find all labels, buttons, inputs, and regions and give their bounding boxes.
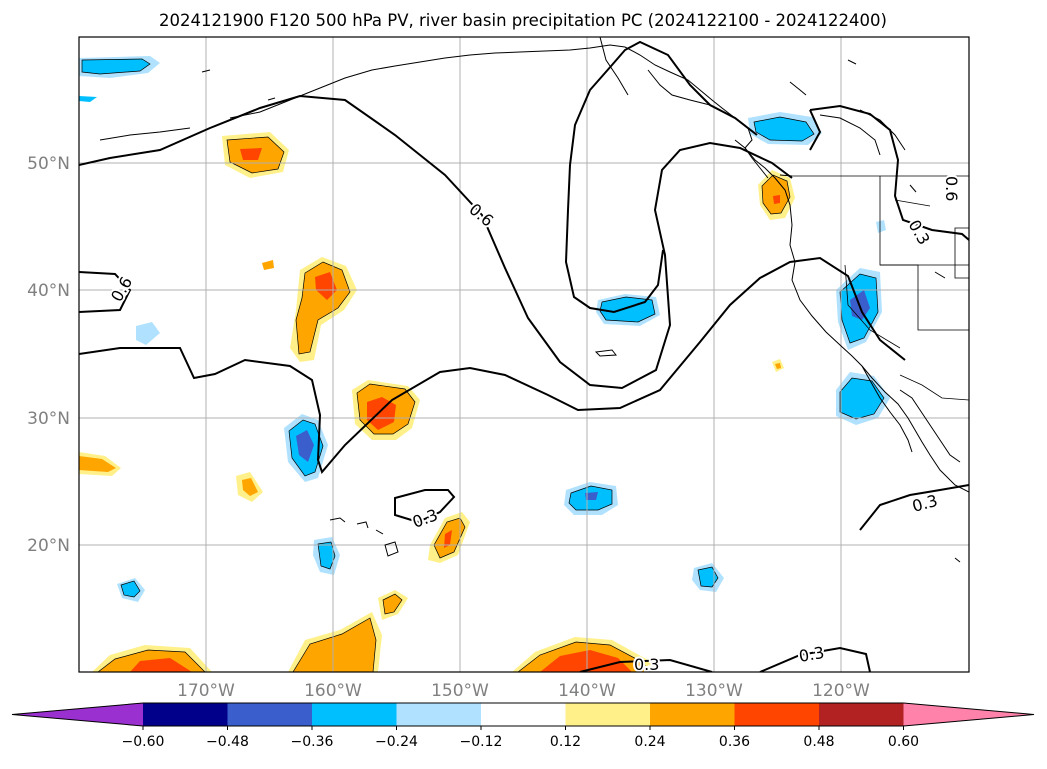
gridlines — [79, 37, 969, 672]
pnw-coast — [744, 147, 969, 493]
lon-label-130w: 130°W — [685, 681, 743, 701]
baja — [861, 365, 913, 453]
colorbar-segment — [143, 703, 228, 726]
colorbar-tick-label: −0.60 — [122, 734, 165, 750]
colorbar-extend-low — [12, 703, 143, 726]
lon-label-150w: 150°W — [431, 681, 489, 701]
svg-text:0.6: 0.6 — [942, 176, 961, 201]
lon-labels: 170°W 160°W 150°W 140°W 130°W 120°W — [177, 681, 870, 701]
colorbar-segment — [481, 703, 566, 726]
colorbar-tick-label: 0.12 — [550, 734, 581, 750]
colorbar-tick-label: 0.48 — [803, 734, 834, 750]
coastlines — [99, 37, 969, 563]
lat-label-20n: 20°N — [27, 536, 70, 556]
colorbar-segment — [734, 703, 820, 726]
lon-label-160w: 160°W — [304, 681, 362, 701]
map-frame — [78, 36, 970, 673]
colorbar-segment — [227, 703, 313, 726]
contour-03-se — [859, 484, 969, 531]
contour-03-center — [394, 489, 456, 524]
state-borders — [790, 175, 969, 401]
contour-03-ne — [809, 104, 969, 241]
lat-labels: 20°N 30°N 40°N 50°N — [27, 154, 70, 556]
alaska-coast — [229, 44, 753, 149]
colorbar-tick-label: −0.48 — [206, 734, 249, 750]
colorbar-tick-label: 0.36 — [719, 734, 750, 750]
figure-title: 2024121900 F120 500 hPa PV, river basin … — [159, 11, 887, 30]
colorbar-segment — [565, 703, 651, 726]
contour-06-mid — [569, 40, 758, 166]
svg-text:0.3: 0.3 — [634, 655, 659, 674]
colorbar-segment — [650, 703, 735, 726]
colorbar-tick-label: −0.36 — [291, 734, 334, 750]
lon-label-170w: 170°W — [177, 681, 235, 701]
colorbar-segment — [396, 703, 482, 726]
colorbar-tick-label: 0.60 — [888, 734, 919, 750]
lat-label-30n: 30°N — [27, 409, 70, 429]
colorbar-segment — [312, 703, 397, 726]
colorbar-extend-high — [903, 703, 1034, 726]
map-panel: 0.6 0.6 0.6 0.3 0.3 0.3 0.3 0.3 — [79, 37, 969, 674]
colorbar-tick-label: 0.24 — [634, 734, 665, 750]
contour-06-main — [79, 94, 793, 390]
lat-label-40n: 40°N — [27, 281, 70, 301]
pv-contours — [79, 40, 969, 672]
contour-06-w — [79, 271, 132, 313]
colorbar-tick-label: −0.12 — [460, 734, 503, 750]
contour-03-w — [79, 256, 906, 474]
lon-label-120w: 120°W — [812, 681, 870, 701]
lon-label-140w: 140°W — [558, 681, 616, 701]
colorbar: −0.60 −0.48 −0.36 −0.24 −0.12 0.12 0.24 0.36 0.4… — [11, 702, 1035, 750]
lat-label-50n: 50°N — [27, 154, 70, 174]
lake-1 — [819, 114, 881, 156]
colorbar-tick-label: −0.24 — [375, 734, 418, 750]
hawaii — [329, 517, 346, 523]
colorbar-segment — [819, 703, 904, 726]
precip-shading — [79, 56, 890, 672]
